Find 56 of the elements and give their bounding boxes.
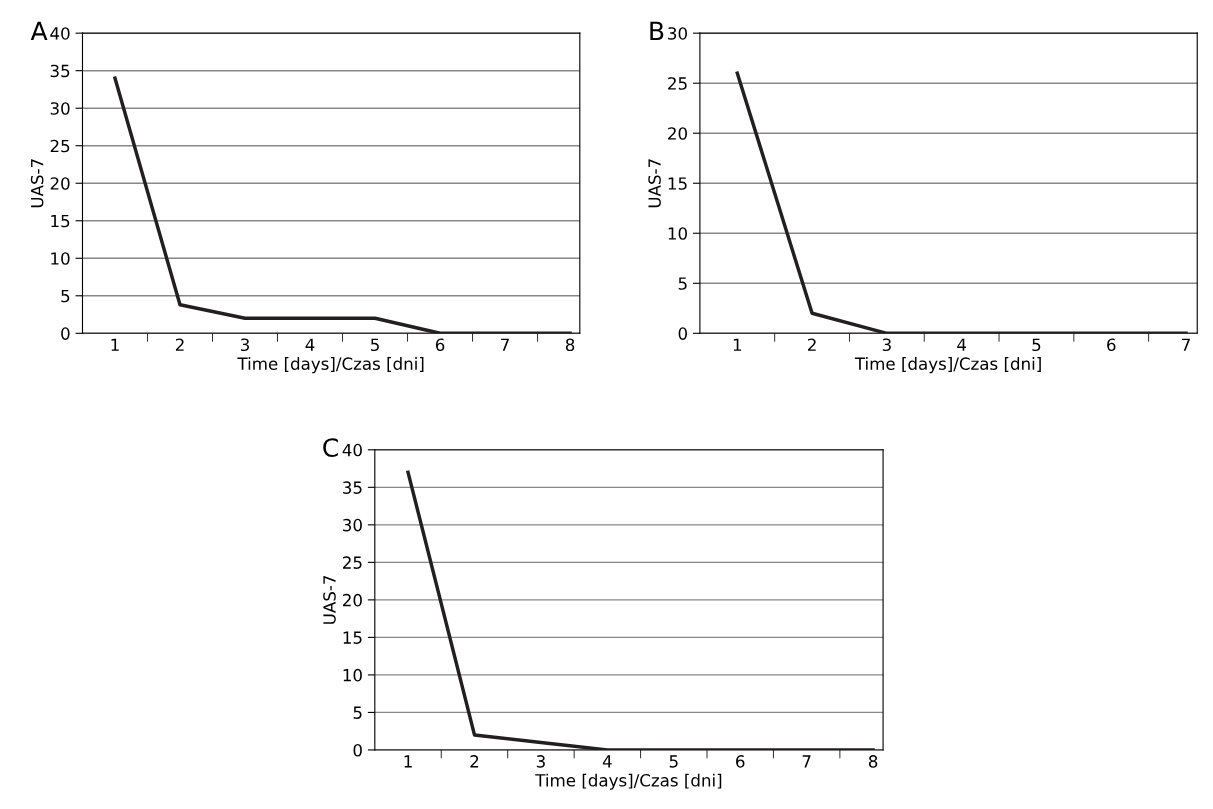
y-tick-label: 10	[668, 227, 687, 240]
y-tick-label: 25	[668, 77, 687, 90]
y-tick-label: 30	[668, 27, 687, 40]
y-tick-label: 10	[343, 668, 362, 682]
x-tick-label: 3	[240, 338, 249, 352]
x-tick-label: 6	[1107, 338, 1116, 352]
y-tick-label: 40	[50, 27, 70, 40]
x-tick-label: 1	[733, 338, 742, 351]
x-tick-label: 4	[957, 338, 967, 351]
y-tick-label: 25	[343, 556, 362, 569]
x-tick-label: 7	[1182, 338, 1190, 351]
x-tick-label: 2	[470, 755, 479, 768]
x-tick-label: 8	[565, 338, 575, 352]
y-tick-label: 35	[343, 481, 362, 494]
y-tick-label: 20	[50, 177, 70, 190]
y-tick-label: 40	[342, 443, 362, 457]
x-tick-label: 1	[111, 338, 119, 351]
y-axis-title: UAS-7	[323, 575, 336, 624]
x-tick-label: 4	[305, 338, 315, 351]
chart-title: B	[650, 21, 664, 41]
x-tick-label: 5	[1032, 338, 1041, 352]
x-tick-label: 7	[802, 755, 811, 768]
y-tick-label: 0	[353, 743, 362, 757]
x-axis-title: Time [days]/Czas [dni]	[854, 357, 1041, 374]
y-tick-label: 0	[61, 327, 70, 340]
x-tick-label: 2	[808, 338, 816, 351]
y-tick-label: 30	[50, 102, 70, 115]
x-tick-label: 1	[404, 755, 412, 768]
y-tick-label: 15	[668, 177, 687, 190]
y-tick-label: 20	[668, 127, 687, 140]
y-tick-label: 35	[50, 64, 70, 78]
x-tick-label: 3	[536, 755, 545, 768]
y-tick-label: 5	[678, 277, 687, 290]
y-axis-title: UAS-7	[30, 159, 44, 208]
y-tick-label: 20	[343, 593, 362, 607]
y-tick-label: 5	[353, 706, 362, 719]
y-tick-label: 15	[343, 631, 362, 644]
y-tick-label: 5	[61, 289, 70, 303]
x-axis-title: Time [days]/Czas [dni]	[535, 773, 722, 790]
y-tick-label: 30	[343, 518, 362, 532]
x-tick-label: 6	[435, 338, 445, 352]
x-axis-title: Time [days]/Czas [dni]	[237, 357, 424, 374]
chart-title: C	[323, 438, 338, 458]
x-tick-label: 8	[868, 755, 878, 768]
x-tick-label: 2	[175, 338, 184, 351]
y-tick-label: 15	[51, 214, 70, 228]
x-tick-label: 4	[602, 755, 612, 768]
x-tick-label: 5	[371, 338, 379, 352]
x-tick-label: 7	[501, 338, 509, 351]
chart-title: A	[30, 21, 48, 41]
x-tick-label: 6	[736, 755, 745, 768]
y-tick-label: 0	[678, 327, 687, 340]
y-tick-label: 10	[51, 252, 70, 265]
y-axis-title: UAS-7	[648, 159, 661, 208]
x-tick-label: 3	[882, 338, 891, 352]
y-tick-label: 25	[50, 139, 70, 153]
